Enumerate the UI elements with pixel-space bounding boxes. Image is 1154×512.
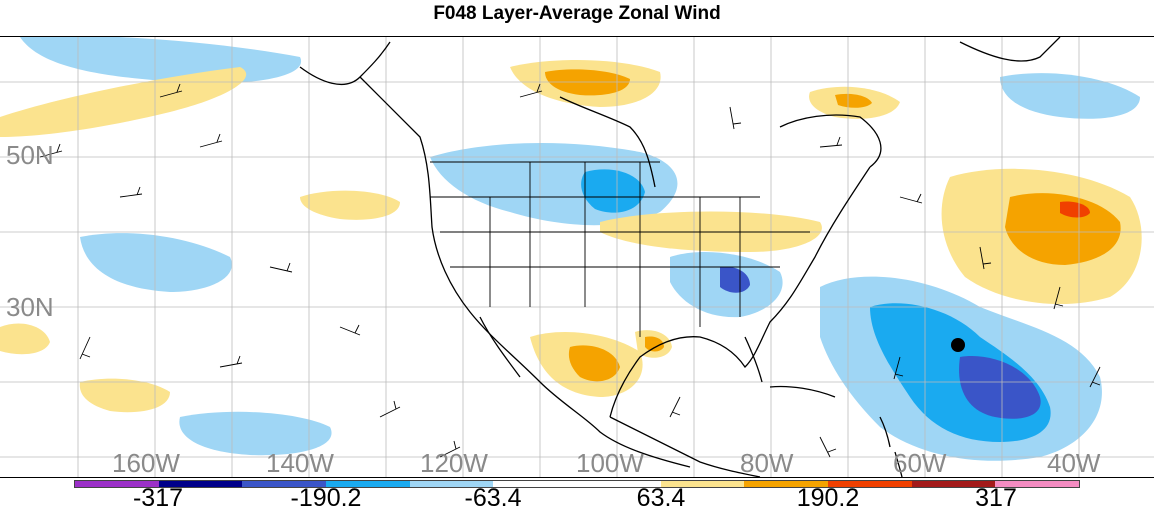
greenland-outline bbox=[959, 37, 1061, 62]
colorbar-label: 190.2 bbox=[796, 484, 860, 512]
neg-region-deep bbox=[959, 356, 1041, 419]
neg-region-northeast bbox=[1000, 73, 1140, 119]
lon-label-160w: 160W bbox=[112, 448, 180, 478]
lon-label-100w: 100W bbox=[576, 448, 644, 478]
neg-region-plains-core bbox=[581, 169, 645, 213]
wind-barb bbox=[893, 356, 904, 380]
wind-barb bbox=[199, 133, 223, 148]
colorbar-labels: -317 -190.2 -63.4 63.4 190.2 317 bbox=[0, 485, 1154, 511]
colorbar-swatch bbox=[744, 481, 829, 487]
pos-region-atlantic-max bbox=[1060, 201, 1090, 218]
colorbar-swatch bbox=[326, 481, 410, 487]
colorbar-swatch bbox=[660, 481, 745, 487]
neg-region-southeast-core bbox=[720, 266, 750, 293]
colorbar-swatch bbox=[828, 481, 912, 487]
lon-label-40w: 40W bbox=[1047, 448, 1101, 478]
storm-position-marker bbox=[951, 338, 965, 352]
wind-barb bbox=[819, 436, 837, 458]
negative-anomaly-shading bbox=[20, 37, 1140, 461]
colorbar-label: 63.4 bbox=[636, 484, 686, 512]
islands-outline bbox=[879, 416, 903, 477]
wind-barb bbox=[669, 396, 681, 418]
florida-outline bbox=[744, 336, 763, 383]
wind-map bbox=[0, 37, 1154, 477]
map-panel: 50N 30N 160W 140W 120W 100W 80W 60W 40W bbox=[0, 36, 1154, 478]
pos-region-west-pacific bbox=[300, 190, 400, 220]
colorbar-swatch bbox=[493, 481, 578, 487]
pos-region-far-west bbox=[0, 323, 50, 355]
colorbar-swatch bbox=[158, 481, 243, 487]
wind-barb bbox=[519, 83, 543, 98]
lat-label-50n: 50N bbox=[6, 140, 54, 170]
lon-label-120w: 120W bbox=[420, 448, 488, 478]
hudson-bay-outline bbox=[559, 96, 656, 188]
neg-region-pacific-south bbox=[179, 411, 332, 456]
colorbar-swatch bbox=[75, 481, 159, 487]
wind-barb bbox=[79, 336, 91, 360]
labrador-outline bbox=[779, 114, 882, 168]
pos-region-pacific-belt bbox=[0, 67, 247, 137]
map-title: F048 Layer-Average Zonal Wind bbox=[433, 3, 721, 24]
wind-barb bbox=[439, 440, 461, 458]
lat-label-30n: 30N bbox=[6, 292, 54, 322]
colorbar-swatch bbox=[577, 481, 661, 487]
colorbar-label: -63.4 bbox=[464, 484, 522, 512]
wind-barb bbox=[819, 136, 843, 148]
colorbar bbox=[74, 480, 1080, 488]
wind-barb bbox=[219, 355, 243, 368]
wind-barb bbox=[39, 143, 63, 158]
baja-outline bbox=[479, 316, 521, 378]
wind-barb bbox=[159, 83, 183, 98]
wind-barb bbox=[899, 193, 923, 204]
colorbar-swatch bbox=[995, 481, 1080, 487]
coastlines-and-borders bbox=[299, 37, 1061, 477]
colorbar-label: -317 bbox=[132, 484, 184, 512]
lon-label-140w: 140W bbox=[266, 448, 334, 478]
neg-region-pacific-west bbox=[80, 233, 232, 292]
colorbar-label: -190.2 bbox=[290, 484, 362, 512]
cuba-outline bbox=[769, 385, 836, 398]
state-borders bbox=[430, 161, 810, 337]
colorbar-swatch bbox=[911, 481, 996, 487]
colorbar-swatch bbox=[242, 481, 327, 487]
wind-barb bbox=[339, 324, 361, 336]
pos-region-gulf-core bbox=[645, 336, 664, 352]
central-america-outline bbox=[609, 416, 761, 477]
wind-barb bbox=[1089, 366, 1101, 388]
wind-barb bbox=[269, 262, 293, 273]
wind-barbs bbox=[39, 83, 1101, 458]
positive-anomaly-shading bbox=[0, 60, 1142, 413]
neg-region-north-pacific bbox=[20, 37, 302, 84]
wind-barb bbox=[119, 186, 143, 198]
wind-barb bbox=[379, 400, 401, 418]
colorbar-label: 317 bbox=[975, 484, 1017, 512]
colorbar-swatch bbox=[409, 481, 494, 487]
west-coast-outline bbox=[359, 76, 691, 468]
pos-region-atlantic-core bbox=[1005, 193, 1121, 265]
lon-label-60w: 60W bbox=[893, 448, 947, 478]
east-coast-outline bbox=[609, 166, 871, 418]
lon-label-80w: 80W bbox=[740, 448, 794, 478]
pos-region-pacific-south bbox=[79, 378, 170, 413]
pos-region-labrador-core bbox=[835, 93, 872, 108]
alaska-outline bbox=[299, 41, 391, 86]
pos-region-mexico-core bbox=[568, 345, 620, 382]
wind-barb bbox=[729, 106, 742, 130]
wind-barb bbox=[1053, 286, 1064, 310]
wind-barb bbox=[979, 246, 992, 270]
